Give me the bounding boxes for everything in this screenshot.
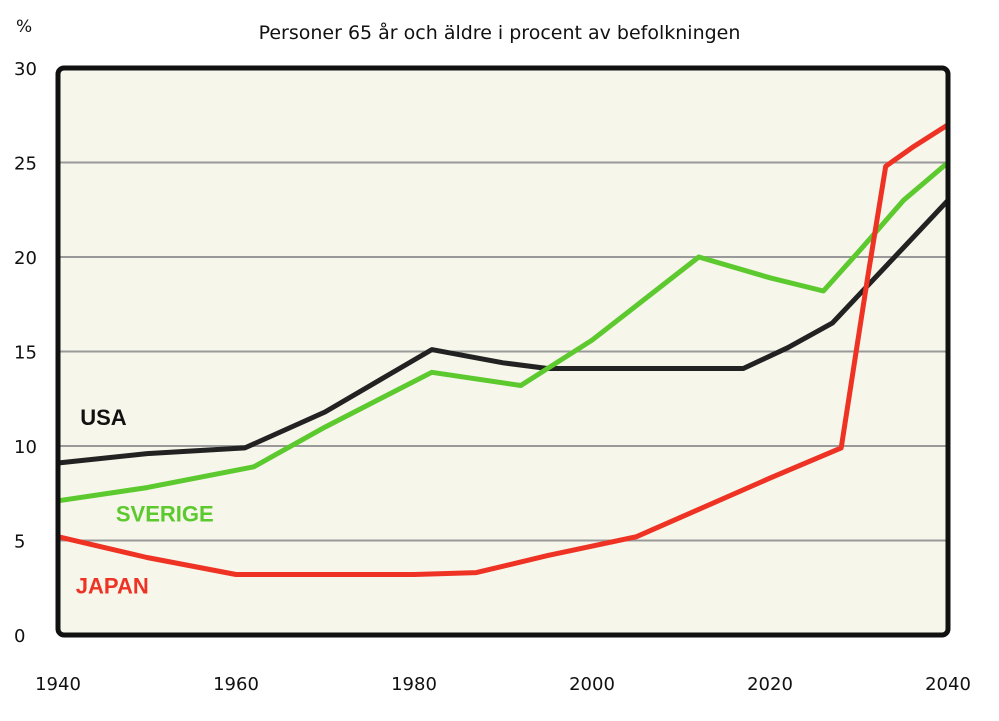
series-line-japan (55, 122, 951, 577)
y-tick-label: 10 (14, 437, 37, 458)
y-tick-label: 20 (14, 248, 37, 269)
y-axis-unit-label: % (16, 17, 33, 37)
series-label-sverige: SVERIGE (116, 502, 214, 527)
series-line-sverige (55, 160, 951, 504)
x-tick-label: 2040 (925, 674, 971, 695)
x-tick-label: 2020 (747, 674, 793, 695)
series-lines (55, 122, 951, 577)
y-tick-label: 25 (14, 154, 37, 175)
chart-title: Personer 65 år och äldre i procent av be… (258, 22, 741, 44)
x-tick-label: 1960 (213, 674, 259, 695)
x-tick-label: 1980 (391, 674, 437, 695)
series-label-japan: JAPAN (76, 573, 149, 598)
y-tick-label: 15 (14, 343, 37, 364)
series-line-usa (55, 197, 951, 466)
y-tick-label: 0 (14, 626, 25, 647)
x-tick-label: 2000 (569, 674, 615, 695)
x-axis-ticks: 1940 1960 1980 2000 2020 2040 (35, 674, 971, 695)
series-label-usa: USA (80, 405, 127, 430)
y-axis-ticks: 0 5 10 15 20 25 30 (14, 59, 37, 647)
grid-lines (58, 161, 948, 542)
y-tick-label: 30 (14, 59, 37, 80)
x-tick-label: 1940 (35, 674, 81, 695)
series-labels: USA SVERIGE JAPAN (76, 405, 214, 598)
plot-frame (55, 65, 951, 638)
y-tick-label: 5 (14, 532, 25, 553)
